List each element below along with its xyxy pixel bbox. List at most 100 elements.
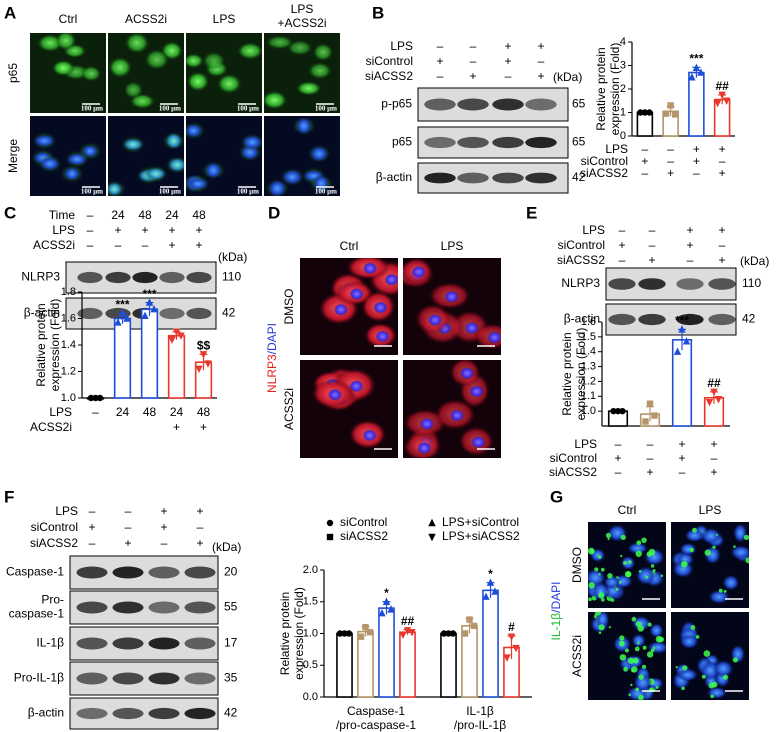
spot <box>638 570 642 573</box>
y-tick-label: 1.1 <box>581 390 596 402</box>
data-point <box>378 608 386 617</box>
x-tick-label: /pro-IL-1β <box>454 718 506 732</box>
spot <box>601 597 605 602</box>
spot <box>605 532 612 538</box>
blot-band <box>148 601 180 614</box>
blot-label: Caspase-1 <box>6 565 64 579</box>
nucleus <box>706 686 727 699</box>
significance: ## <box>401 614 415 628</box>
nucleus <box>419 417 434 430</box>
spot <box>594 567 599 572</box>
blot-band <box>112 601 144 614</box>
blot-band <box>457 172 489 184</box>
blot-label: β-actin <box>564 312 600 326</box>
cells <box>30 131 103 183</box>
blot-band <box>186 307 212 320</box>
condition-sign: – <box>642 166 649 180</box>
spot <box>628 560 632 564</box>
cells <box>265 116 334 196</box>
spot <box>619 640 625 647</box>
spot <box>600 567 605 572</box>
panel-label: G <box>550 487 563 506</box>
condition-sign: + <box>160 504 167 518</box>
blot-kda: 17 <box>224 636 238 650</box>
blot-label: Pro-IL-1β <box>14 671 64 685</box>
blot-label: p65 <box>392 135 412 149</box>
condition-sign: – <box>470 39 477 53</box>
data-point <box>357 633 365 640</box>
spot <box>619 635 625 641</box>
spot <box>618 581 622 584</box>
nucleus <box>672 560 694 578</box>
bar <box>113 317 132 399</box>
nucleus <box>362 429 377 442</box>
blot-band <box>148 672 180 685</box>
nucleus <box>349 288 364 301</box>
blot-band <box>638 278 666 290</box>
nucleus <box>627 542 648 555</box>
stain-label: NLRP3/DAPI <box>265 323 279 393</box>
blot-band <box>76 707 108 720</box>
y-tick-label: 1.2 <box>581 375 596 387</box>
spot <box>733 545 736 548</box>
nucleus <box>603 575 621 589</box>
spot <box>615 587 619 591</box>
condition-sign: + <box>614 451 621 465</box>
cells <box>311 367 387 449</box>
blot-label: Pro- <box>41 593 64 607</box>
spot <box>681 686 685 691</box>
condition-label: LPS <box>55 504 78 518</box>
nucleus <box>165 132 183 150</box>
blot-band <box>492 136 524 149</box>
cells <box>108 33 183 109</box>
kda-label: (kDa) <box>218 250 247 264</box>
cell <box>124 33 150 54</box>
condition-sign: 48 <box>197 405 211 419</box>
spot <box>701 674 706 679</box>
y-axis-label: expression (Fold) <box>48 299 62 392</box>
blot-band <box>492 98 524 111</box>
blot-band <box>184 637 216 650</box>
condition-sign: + <box>641 154 648 168</box>
scale-bar-label: 100 µm <box>81 105 103 113</box>
cell <box>202 51 226 70</box>
nucleus <box>730 545 749 560</box>
data-point <box>199 351 208 359</box>
blot-label: NLRP3 <box>561 276 600 290</box>
nucleus <box>363 262 378 275</box>
blot-band <box>184 566 216 579</box>
blot-band <box>132 271 158 284</box>
nucleus <box>81 144 99 158</box>
spot <box>648 548 656 556</box>
condition-label: siACSS2 <box>365 69 413 83</box>
condition-sign: – <box>437 39 444 53</box>
row-label: DMSO <box>570 547 584 583</box>
blot-band <box>112 707 144 720</box>
condition-sign: – <box>437 69 444 83</box>
data-point <box>345 630 353 637</box>
condition-label: siControl <box>366 54 413 68</box>
column-label: Ctrl <box>340 239 359 253</box>
condition-sign: 48 <box>143 405 157 419</box>
condition-sign: + <box>686 238 693 252</box>
data-point <box>399 631 407 639</box>
nucleus <box>309 145 329 162</box>
data-point <box>697 68 705 76</box>
spot <box>598 592 605 599</box>
nucleus <box>333 303 348 316</box>
data-point <box>614 407 622 415</box>
nucleus <box>39 156 60 171</box>
y-axis-label: Relative protein <box>34 303 48 386</box>
cells <box>590 612 666 700</box>
condition-label: siControl <box>31 520 78 534</box>
condition-sign: – <box>719 238 726 252</box>
spot <box>597 555 602 559</box>
stain-name: NLRP3 <box>265 354 279 393</box>
data-point <box>172 328 181 336</box>
condition-sign: + <box>718 223 725 237</box>
cell <box>312 43 334 62</box>
nucleus <box>268 179 287 196</box>
row-label: ACSS2i <box>282 388 296 430</box>
blot-band <box>184 707 216 720</box>
significance: *** <box>675 314 689 328</box>
